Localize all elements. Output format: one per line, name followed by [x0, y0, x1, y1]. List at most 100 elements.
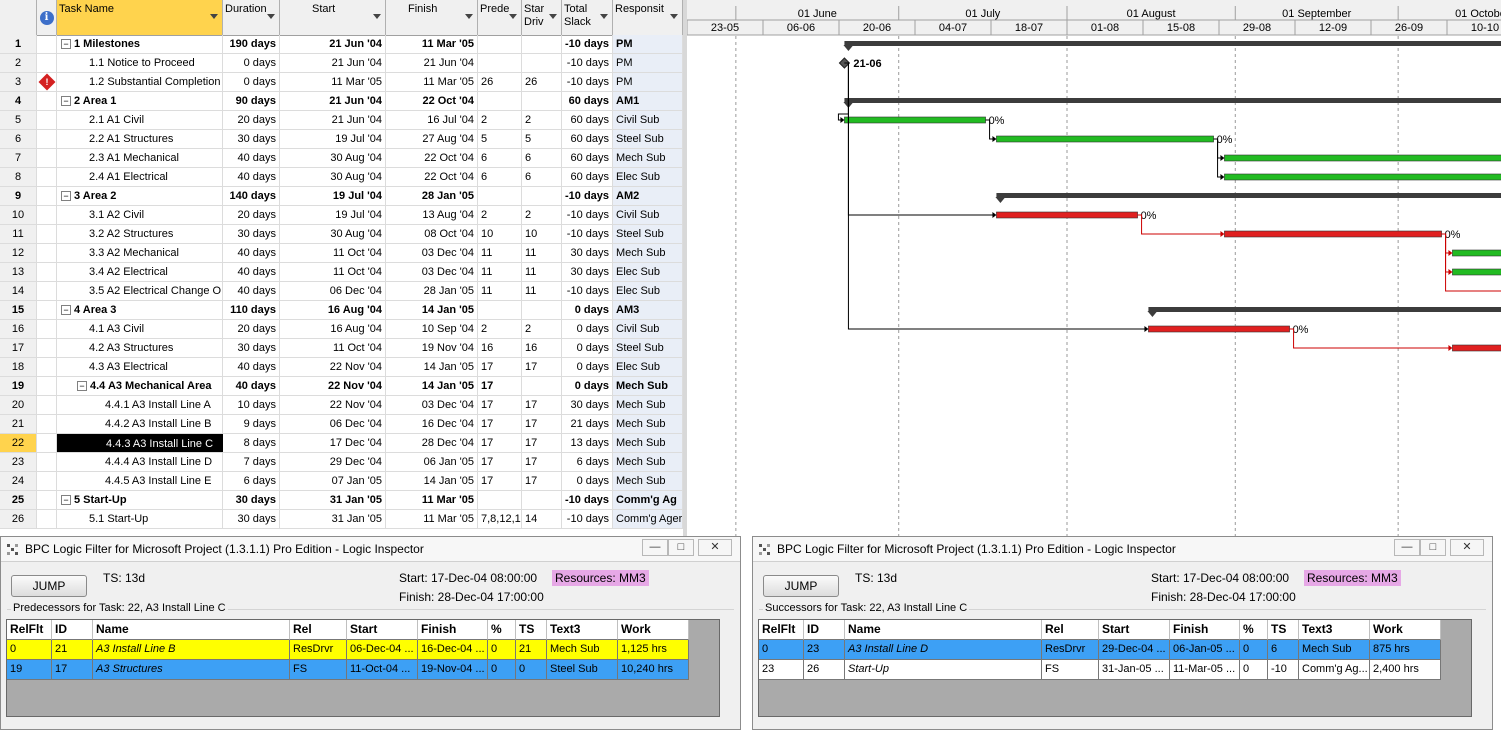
total-slack-cell[interactable]: -10 days	[562, 491, 613, 509]
finish-cell[interactable]: 03 Dec '04	[386, 263, 478, 281]
finish-cell[interactable]: 28 Dec '04	[386, 434, 478, 452]
task-name-cell[interactable]: 2.4 A1 Electrical	[57, 168, 223, 186]
grid-row[interactable]: 19 17 A3 Structures FS 11-Oct-04 ... 19-Nov-0…	[7, 660, 689, 680]
table-row[interactable]: 13 3.4 A2 Electrical 40 days 11 Oct '04 03 D…	[0, 263, 683, 282]
task-name-cell[interactable]: 3.4 A2 Electrical	[57, 263, 223, 281]
predecessors-cell[interactable]: 17	[478, 358, 522, 376]
grid-cell[interactable]: 0	[759, 640, 804, 660]
summary-bar[interactable]	[996, 193, 1501, 198]
finish-cell[interactable]: 10 Sep '04	[386, 320, 478, 338]
table-row[interactable]: 3! 1.2 Substantial Completion 0 days 11 Mar…	[0, 73, 683, 92]
task-name-cell[interactable]: −4 Area 3	[57, 301, 223, 319]
start-driver-cell[interactable]: 2	[522, 320, 562, 338]
row-id[interactable]: 9	[0, 187, 37, 205]
responsible-cell[interactable]: Mech Sub	[613, 377, 683, 395]
predecessors-cell[interactable]: 6	[478, 168, 522, 186]
finish-cell[interactable]: 27 Aug '04	[386, 130, 478, 148]
start-cell[interactable]: 11 Mar '05	[280, 73, 386, 91]
collapse-icon[interactable]: −	[61, 191, 71, 202]
start-cell[interactable]: 31 Jan '05	[280, 491, 386, 509]
predecessors-cell[interactable]	[478, 54, 522, 72]
grid-cell[interactable]: Start-Up	[845, 660, 1042, 680]
responsible-cell[interactable]: PM	[613, 54, 683, 72]
start-cell[interactable]: 30 Aug '04	[280, 149, 386, 167]
start-driver-cell[interactable]: 17	[522, 358, 562, 376]
grid-cell[interactable]: 11-Mar-05 ...	[1170, 660, 1240, 680]
finish-cell[interactable]: 14 Jan '05	[386, 358, 478, 376]
row-id[interactable]: 21	[0, 415, 37, 433]
grid-header-cell[interactable]: Finish	[418, 620, 488, 640]
table-row[interactable]: 5 2.1 A1 Civil 20 days 21 Jun '04 16 Jul '04…	[0, 111, 683, 130]
header-task-name[interactable]: Task Name	[57, 0, 223, 35]
row-id[interactable]: 7	[0, 149, 37, 167]
duration-cell[interactable]: 40 days	[223, 282, 280, 300]
grid-cell[interactable]: 06-Dec-04 ...	[347, 640, 418, 660]
table-row[interactable]: 22 4.4.3 A3 Install Line C 8 days 17 Dec '0…	[0, 434, 683, 453]
start-driver-cell[interactable]: 16	[522, 339, 562, 357]
predecessors-cell[interactable]: 16	[478, 339, 522, 357]
task-name-cell[interactable]: 4.4.3 A3 Install Line C	[57, 434, 223, 452]
grid-header-cell[interactable]: Text3	[1299, 620, 1370, 640]
finish-cell[interactable]: 11 Mar '05	[386, 510, 478, 528]
total-slack-cell[interactable]: 60 days	[562, 92, 613, 110]
start-driver-cell[interactable]	[522, 92, 562, 110]
duration-cell[interactable]: 30 days	[223, 130, 280, 148]
predecessors-cell[interactable]: 17	[478, 415, 522, 433]
start-cell[interactable]: 11 Oct '04	[280, 339, 386, 357]
grid-cell[interactable]: -10	[1268, 660, 1299, 680]
grid-cell[interactable]: 06-Jan-05 ...	[1170, 640, 1240, 660]
finish-cell[interactable]: 22 Oct '04	[386, 92, 478, 110]
header-id[interactable]	[0, 0, 37, 35]
grid-cell[interactable]: Steel Sub	[547, 660, 618, 680]
predecessors-cell[interactable]	[478, 187, 522, 205]
header-start[interactable]: Start	[280, 0, 386, 35]
table-row[interactable]: 4−2 Area 1 90 days 21 Jun '04 22 Oct '04 60 …	[0, 92, 683, 111]
normal-task-bar[interactable]	[1452, 249, 1501, 257]
row-id[interactable]: 26	[0, 510, 37, 528]
total-slack-cell[interactable]: -10 days	[562, 187, 613, 205]
grid-cell[interactable]: FS	[290, 660, 347, 680]
task-name-cell[interactable]: 4.2 A3 Structures	[57, 339, 223, 357]
total-slack-cell[interactable]: 13 days	[562, 434, 613, 452]
table-row[interactable]: 11 3.2 A2 Structures 30 days 30 Aug '04 08 O…	[0, 225, 683, 244]
table-row[interactable]: 25−5 Start-Up 30 days 31 Jan '05 11 Mar '05…	[0, 491, 683, 510]
table-row[interactable]: 23 4.4.4 A3 Install Line D 7 days 29 Dec '0…	[0, 453, 683, 472]
start-cell[interactable]: 21 Jun '04	[280, 54, 386, 72]
grid-cell[interactable]: A3 Install Line D	[845, 640, 1042, 660]
grid-cell[interactable]: 0	[1240, 640, 1268, 660]
start-cell[interactable]: 22 Nov '04	[280, 377, 386, 395]
responsible-cell[interactable]: PM	[613, 73, 683, 91]
task-name-cell[interactable]: 1.2 Substantial Completion	[57, 73, 223, 91]
start-driver-cell[interactable]: 5	[522, 130, 562, 148]
grid-cell[interactable]: 16-Dec-04 ...	[418, 640, 488, 660]
header-total-slack[interactable]: Total Slack	[562, 0, 613, 35]
finish-cell[interactable]: 08 Oct '04	[386, 225, 478, 243]
finish-cell[interactable]: 28 Jan '05	[386, 187, 478, 205]
table-row[interactable]: 6 2.2 A1 Structures 30 days 19 Jul '04 27 Au…	[0, 130, 683, 149]
predecessors-cell[interactable]: 17	[478, 396, 522, 414]
grid-row[interactable]: 0 23 A3 Install Line D ResDrvr 29-Dec-04 ...…	[759, 640, 1441, 660]
warning-icon[interactable]: !	[38, 73, 55, 91]
duration-cell[interactable]: 0 days	[223, 73, 280, 91]
finish-cell[interactable]: 19 Nov '04	[386, 339, 478, 357]
responsible-cell[interactable]: Elec Sub	[613, 263, 683, 281]
window-title-bar[interactable]: BPC Logic Filter for Microsoft Project (…	[1, 537, 740, 562]
duration-cell[interactable]: 90 days	[223, 92, 280, 110]
grid-cell[interactable]: 21	[516, 640, 547, 660]
filter-arrow-icon[interactable]	[267, 14, 275, 19]
window-title-bar[interactable]: BPC Logic Filter for Microsoft Project (…	[753, 537, 1492, 562]
start-cell[interactable]: 16 Aug '04	[280, 320, 386, 338]
responsible-cell[interactable]: Civil Sub	[613, 206, 683, 224]
predecessors-cell[interactable]: 5	[478, 130, 522, 148]
collapse-icon[interactable]: −	[77, 381, 87, 392]
grid-header-cell[interactable]: Work	[618, 620, 689, 640]
predecessors-cell[interactable]	[478, 35, 522, 53]
filter-arrow-icon[interactable]	[210, 14, 218, 19]
finish-cell[interactable]: 21 Jun '04	[386, 54, 478, 72]
normal-task-bar[interactable]	[844, 116, 986, 124]
row-id[interactable]: 6	[0, 130, 37, 148]
start-cell[interactable]: 30 Aug '04	[280, 225, 386, 243]
start-driver-cell[interactable]: 11	[522, 263, 562, 281]
predecessors-cell[interactable]: 17	[478, 472, 522, 490]
grid-cell[interactable]: Mech Sub	[1299, 640, 1370, 660]
